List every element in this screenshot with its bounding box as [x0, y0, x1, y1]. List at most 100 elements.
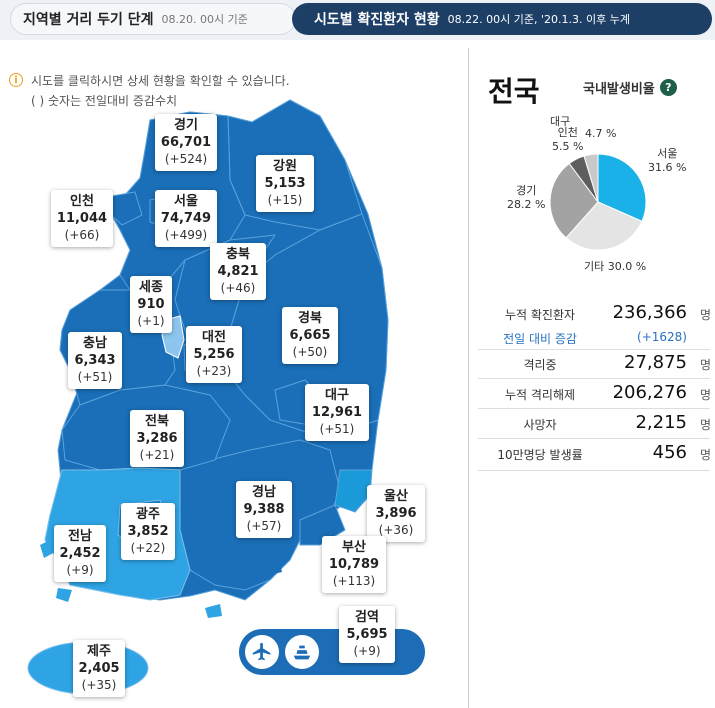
- region-name: 경남: [252, 485, 276, 500]
- region-count: 10,789: [328, 557, 380, 572]
- pie-label-incheon: 인천 5.5 %: [552, 126, 583, 154]
- stat-separator: [478, 438, 710, 439]
- region-delta: (+50): [292, 345, 328, 359]
- stat-total-confirmed: 누적 확진환자 236,366 명: [470, 300, 715, 326]
- stat-unit: 명: [699, 358, 711, 372]
- region-name: 서울: [174, 194, 198, 209]
- stat-deaths: 사망자 2,215 명: [470, 410, 715, 436]
- pie-label-pct: 30.0 %: [607, 260, 647, 273]
- region-label-gyeongnam[interactable]: 경남 9,388 (+57): [236, 481, 292, 538]
- stat-label: 10만명당 발생률: [497, 448, 583, 462]
- stat-unit: 명: [699, 308, 711, 322]
- region-label-incheon[interactable]: 인천 11,044 (+66): [51, 190, 113, 247]
- region-name: 강원: [273, 159, 297, 174]
- pie-label-pct: 5.5 %: [552, 140, 584, 153]
- region-count: 66,701: [160, 135, 212, 150]
- stat-separator: [478, 378, 710, 379]
- pie-label-name: 대구: [550, 115, 571, 128]
- region-count: 5,153: [264, 176, 306, 191]
- region-name: 대전: [202, 330, 226, 345]
- stat-value: 236,366: [612, 302, 687, 323]
- region-label-gangwon[interactable]: 강원 5,153 (+15): [256, 155, 314, 212]
- ship-button[interactable]: [283, 633, 321, 671]
- stat-incidence-rate: 10만명당 발생률 456 명: [470, 440, 715, 466]
- stat-label: 누적 확진환자: [504, 308, 576, 322]
- region-label-jeonbuk[interactable]: 전북 3,286 (+21): [130, 410, 184, 467]
- region-count: 3,286: [136, 431, 178, 446]
- pie-label-pct: 31.6 %: [648, 161, 687, 174]
- pie-slice-1: [565, 201, 643, 251]
- region-name: 경북: [298, 311, 322, 326]
- info-notice: i 시도를 클릭하시면 상세 현황을 확인할 수 있습니다. ( ) 숫자는 전…: [9, 70, 290, 110]
- region-label-chungnam[interactable]: 충남 6,343 (+51): [68, 332, 122, 389]
- island: [260, 555, 282, 576]
- region-count: 2,405: [78, 661, 120, 676]
- tab-regional-cases[interactable]: 시도별 확진환자 현황 08.22. 00시 기준, '20.1.3. 이후 누…: [292, 3, 712, 35]
- stat-label: 누적 격리해제: [504, 388, 576, 402]
- island: [205, 604, 222, 618]
- region-delta: (+57): [246, 519, 282, 533]
- region-label-sejong[interactable]: 세종 910 (+1): [130, 276, 172, 333]
- region-label-daegu[interactable]: 대구 12,961 (+51): [305, 384, 369, 441]
- region-count: 5,256: [193, 347, 235, 362]
- region-name: 광주: [136, 507, 160, 522]
- panel-divider: [468, 48, 469, 708]
- info-icon: i: [9, 73, 23, 87]
- region-count: 12,961: [311, 405, 363, 420]
- region-label-seoul[interactable]: 서울 74,749 (+499): [155, 190, 217, 247]
- pie-slice-4: [583, 153, 599, 203]
- transport-pill: [239, 629, 425, 675]
- region-label-quarantine[interactable]: 검역 5,695 (+9): [339, 606, 395, 663]
- region-name: 대구: [325, 388, 349, 403]
- stat-daily-change: 전일 대비 증감 (+1628): [470, 324, 715, 350]
- region-delta: (+113): [332, 574, 376, 588]
- region-ulsan[interactable]: [334, 469, 373, 513]
- region-label-daejeon[interactable]: 대전 5,256 (+23): [186, 326, 242, 383]
- airplane-button[interactable]: [243, 633, 281, 671]
- region-name: 전남: [68, 529, 92, 544]
- island: [40, 540, 55, 558]
- region-delta: (+23): [196, 364, 232, 378]
- region-label-busan[interactable]: 부산 10,789 (+113): [322, 536, 386, 593]
- region-delta: (+15): [267, 193, 303, 207]
- region-delta: (+9): [353, 644, 381, 658]
- info-line-2: ( ) 숫자는 전일대비 증감수치: [31, 93, 178, 108]
- region-delta: (+36): [378, 523, 414, 537]
- region-name: 울산: [384, 489, 408, 504]
- region-label-gyeonggi[interactable]: 경기 66,701 (+524): [155, 114, 217, 171]
- region-count: 3,896: [375, 506, 417, 521]
- info-line-1: 시도를 클릭하시면 상세 현황을 확인할 수 있습니다.: [31, 73, 290, 88]
- region-count: 5,695: [346, 627, 388, 642]
- region-delta: (+524): [164, 152, 208, 166]
- pie-label-gyeonggi: 경기 28.2 %: [507, 184, 545, 212]
- region-label-jeonnam[interactable]: 전남 2,452 (+9): [54, 525, 106, 582]
- domestic-ratio-pie: [549, 153, 647, 251]
- region-count: 11,044: [56, 211, 108, 226]
- region-count: 6,665: [289, 328, 331, 343]
- ratio-label-text: 국내발생비율: [583, 82, 655, 97]
- region-label-ulsan[interactable]: 울산 3,896 (+36): [367, 485, 425, 542]
- region-label-jeju[interactable]: 제주 2,405 (+35): [73, 640, 125, 697]
- region-count: 74,749: [160, 211, 212, 226]
- stat-isolating: 격리중 27,875 명: [470, 350, 715, 376]
- stat-unit: 명: [699, 418, 711, 432]
- pie-label-name: 서울: [657, 147, 678, 160]
- stat-value: 456: [652, 442, 687, 463]
- pie-label-name: 인천: [557, 126, 578, 139]
- stat-value: (+1628): [637, 330, 687, 344]
- region-delta: (+499): [164, 228, 208, 242]
- region-name: 전북: [145, 414, 169, 429]
- help-icon[interactable]: ?: [659, 79, 677, 96]
- region-count: 9,388: [243, 502, 285, 517]
- pie-label-pct: 4.7 %: [585, 127, 617, 140]
- stat-released: 누적 격리해제 206,276 명: [470, 380, 715, 406]
- pie-slice-2: [549, 162, 599, 239]
- region-name: 검역: [355, 610, 379, 625]
- tab-distancing-level[interactable]: 지역별 거리 두기 단계 08.20. 00시 기준: [10, 3, 296, 35]
- region-delta: (+35): [81, 678, 117, 692]
- region-delta: (+22): [130, 541, 166, 555]
- region-delta: (+1): [137, 314, 165, 328]
- region-label-chungbuk[interactable]: 충북 4,821 (+46): [210, 243, 266, 300]
- region-label-gyeongbuk[interactable]: 경북 6,665 (+50): [282, 307, 338, 364]
- region-label-gwangju[interactable]: 광주 3,852 (+22): [121, 503, 175, 560]
